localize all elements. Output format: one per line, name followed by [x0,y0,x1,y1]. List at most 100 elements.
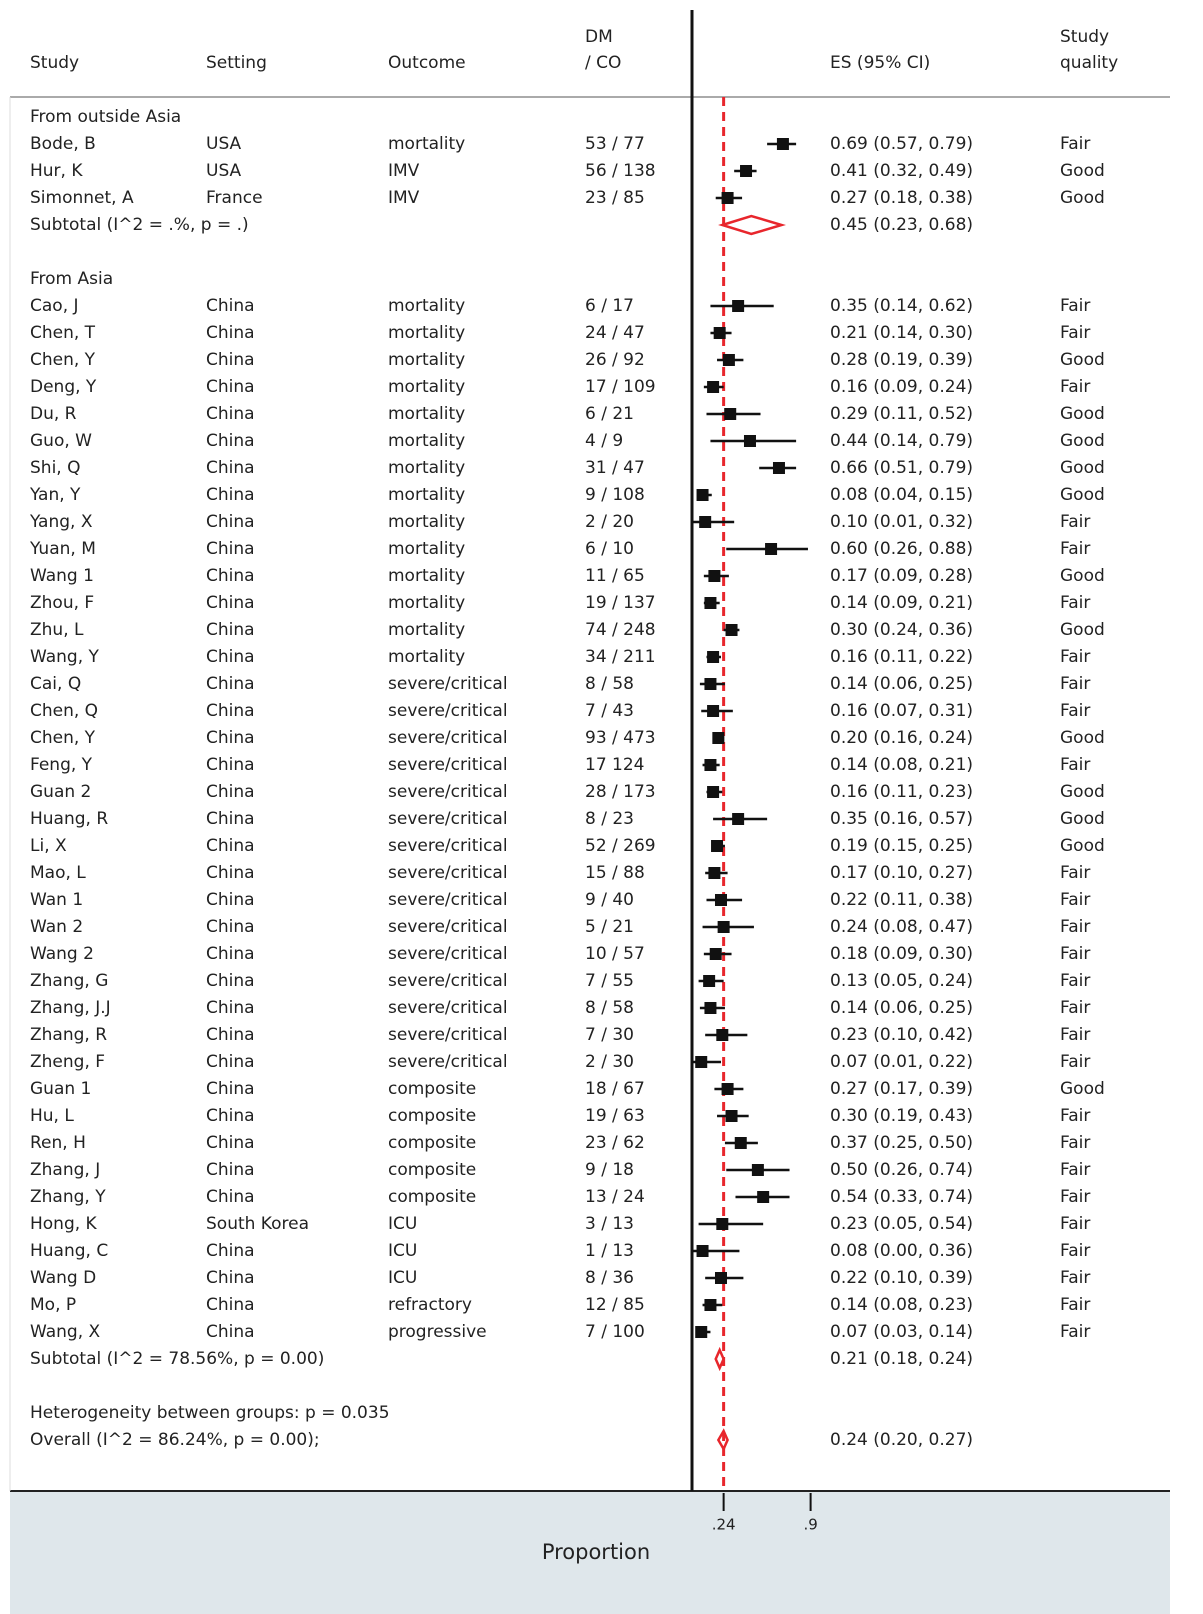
dm-co: 74 / 248 [585,620,656,640]
study-name: Feng, Y [30,755,93,775]
outcome: severe/critical [388,809,508,829]
outcome: severe/critical [388,917,508,937]
estimate-box [722,354,735,366]
setting: China [206,377,255,397]
quality: Good [1060,782,1105,802]
dm-co: 15 / 88 [585,863,645,883]
es-label: 0.30 (0.24, 0.36) [830,620,973,640]
es-label: 0.08 (0.00, 0.36) [830,1241,973,1261]
es-label: 0.44 (0.14, 0.79) [830,431,973,451]
setting: China [206,755,255,775]
outcome: severe/critical [388,944,508,964]
overall-label: Overall (I^2 = 86.24%, p = 0.00); [30,1430,320,1450]
study-name: Zhang, G [30,971,108,991]
outcome: mortality [388,539,465,559]
outcome: mortality [388,485,465,505]
setting: China [206,944,255,964]
quality: Fair [1060,1241,1090,1261]
quality: Fair [1060,755,1090,775]
es-label: 0.41 (0.32, 0.49) [830,161,973,181]
study-name: Shi, Q [30,458,80,478]
quality: Fair [1060,1052,1090,1072]
dm-co: 23 / 85 [585,188,645,208]
study-name: Ren, H [30,1133,86,1153]
quality: Fair [1060,1322,1090,1342]
x-axis-label: Proportion [542,1540,650,1564]
setting: China [206,1295,255,1315]
quality: Fair [1060,593,1090,613]
estimate-box [743,435,756,447]
dm-co: 7 / 55 [585,971,634,991]
dm-co: 2 / 30 [585,1052,634,1072]
outcome: IMV [388,188,420,208]
setting: China [206,1322,255,1342]
estimate-box [725,1110,738,1122]
quality: Fair [1060,134,1090,154]
setting: China [206,1241,255,1261]
estimate-box [704,759,717,771]
study-name: Hong, K [30,1214,98,1234]
setting: China [206,1052,255,1072]
header: Study [1060,27,1109,47]
estimate-box [713,327,726,339]
estimate-box [704,678,717,690]
header: ES (95% CI) [830,53,930,73]
es-label: 0.14 (0.08, 0.21) [830,755,973,775]
outcome: severe/critical [388,1052,508,1072]
study-name: Huang, R [30,809,108,829]
quality: Fair [1060,1025,1090,1045]
study-name: Deng, Y [30,377,97,397]
setting: China [206,404,255,424]
dm-co: 9 / 40 [585,890,634,910]
outcome: mortality [388,431,465,451]
outcome: severe/critical [388,890,508,910]
setting: China [206,809,255,829]
estimate-box [721,1083,734,1095]
es-label: 0.28 (0.19, 0.39) [830,350,973,370]
axis-band [10,1491,1170,1614]
study-name: Bode, B [30,134,96,154]
es-label: 0.07 (0.01, 0.22) [830,1052,973,1072]
quality: Good [1060,458,1105,478]
estimate-box [707,651,720,663]
dm-co: 9 / 18 [585,1160,634,1180]
dm-co: 7 / 30 [585,1025,634,1045]
outcome: severe/critical [388,836,508,856]
es-label: 0.18 (0.09, 0.30) [830,944,973,964]
study-name: Huang, C [30,1241,108,1261]
dm-co: 7 / 43 [585,701,634,721]
quality: Good [1060,350,1105,370]
es-label: 0.14 (0.06, 0.25) [830,674,973,694]
dm-co: 18 / 67 [585,1079,645,1099]
dm-co: 23 / 62 [585,1133,645,1153]
setting: China [206,1187,255,1207]
outcome: severe/critical [388,998,508,1018]
study-name: Chen, T [30,323,96,343]
estimate-box [732,300,745,312]
header: Outcome [388,53,466,73]
outcome: severe/critical [388,863,508,883]
outcome: ICU [388,1268,417,1288]
quality: Fair [1060,944,1090,964]
study-name: Cao, J [30,296,79,316]
setting: China [206,917,255,937]
study-name: Chen, Y [30,728,96,748]
es-label: 0.16 (0.07, 0.31) [830,701,973,721]
setting: China [206,971,255,991]
study-name: Yuan, M [29,539,96,559]
estimate-box [711,840,724,852]
quality: Good [1060,620,1105,640]
setting: China [206,701,255,721]
heterogeneity: Heterogeneity between groups: p = 0.035 [30,1403,390,1423]
dm-co: 1 / 13 [585,1241,634,1261]
estimate-box [707,381,720,393]
quality: Fair [1060,917,1090,937]
setting: China [206,674,255,694]
es-label: 0.50 (0.26, 0.74) [830,1160,973,1180]
study-name: Hu, L [30,1106,74,1126]
quality: Fair [1060,296,1090,316]
dm-co: 52 / 269 [585,836,656,856]
setting: China [206,1268,255,1288]
estimate-box [734,1137,747,1149]
outcome: composite [388,1133,476,1153]
